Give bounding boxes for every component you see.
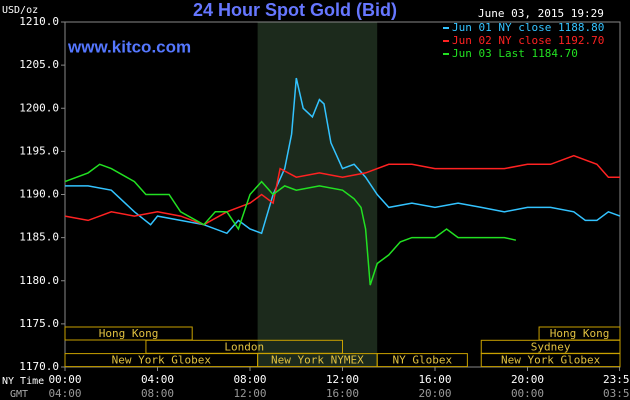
y-tick-label: 1195.0	[19, 144, 59, 157]
x2-tick-label: 04:00	[48, 387, 81, 400]
session-label: London	[224, 340, 264, 353]
legend-label: Jun 01 NY close 1188.80	[452, 21, 604, 34]
y-tick-label: 1190.0	[19, 188, 59, 201]
x2-tick-label: 08:00	[141, 387, 174, 400]
x-tick-label: 20:00	[511, 373, 544, 386]
y-tick-label: 1170.0	[19, 360, 59, 373]
session-label: Hong Kong	[99, 327, 159, 340]
series-line	[64, 163, 517, 286]
legend-label: Jun 03 Last 1184.70	[452, 47, 578, 60]
x-tick-label: 23:59	[603, 373, 630, 386]
chart-title: 24 Hour Spot Gold (Bid)	[193, 0, 397, 20]
y-tick-label: 1205.0	[19, 58, 59, 71]
series-line	[64, 154, 620, 226]
x-tick-label: 04:00	[141, 373, 174, 386]
session-label: New York NYMEX	[271, 354, 364, 367]
session-label: Hong Kong	[550, 327, 610, 340]
x-tick-label: 16:00	[418, 373, 451, 386]
x2-axis-label: GMT	[10, 389, 28, 400]
timestamp: June 03, 2015 19:29	[478, 7, 604, 20]
session-label: NY Globex	[392, 354, 452, 367]
session-label: New York Globex	[112, 354, 212, 367]
session-box	[480, 353, 621, 368]
shaded-band	[257, 22, 378, 367]
y-tick-label: 1185.0	[19, 231, 59, 244]
y-tick-label: 1180.0	[19, 274, 59, 287]
session-label: New York Globex	[501, 354, 601, 367]
x-tick-label: 12:00	[326, 373, 359, 386]
y-axis-label: USD/oz	[2, 5, 38, 16]
legend-label: Jun 02 NY close 1192.70	[452, 34, 604, 47]
x2-tick-label: 00:00	[511, 387, 544, 400]
site-url: www.kitco.com	[67, 37, 191, 56]
x2-tick-label: 16:00	[326, 387, 359, 400]
series-line	[65, 77, 621, 235]
y-tick-label: 1175.0	[19, 317, 59, 330]
x2-tick-label: 20:00	[418, 387, 451, 400]
session-label: Sydney	[531, 340, 571, 353]
y-tick-label: 1200.0	[19, 101, 59, 114]
x-tick-label: 08:00	[233, 373, 266, 386]
x2-tick-label: 03:59	[603, 387, 630, 400]
x-tick-label: 00:00	[48, 373, 81, 386]
x2-tick-label: 12:00	[233, 387, 266, 400]
session-box	[64, 326, 193, 341]
x-axis-label: NY Time	[2, 376, 44, 387]
session-box	[376, 353, 468, 368]
y-tick-label: 1210.0	[19, 15, 59, 28]
